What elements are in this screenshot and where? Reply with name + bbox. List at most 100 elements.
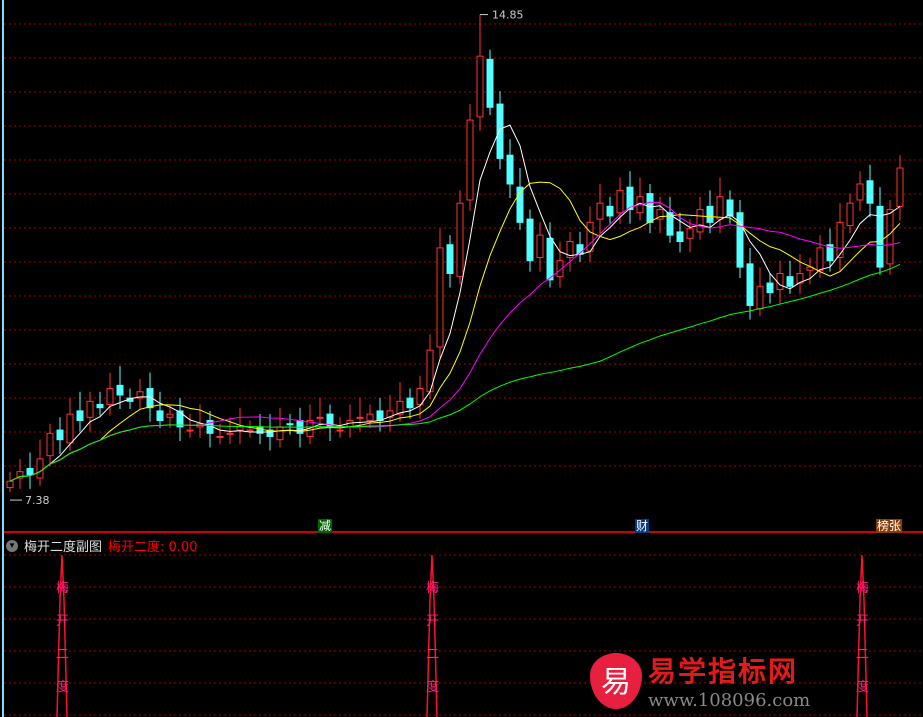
candle-body [216, 435, 224, 438]
candle-body [806, 266, 814, 271]
signal-text: 度 [856, 679, 869, 695]
candle-body [16, 471, 24, 479]
candle-body [116, 384, 124, 396]
sub-chart-header: ▾ 梅开二度副图 梅开二度: 0.00 [6, 536, 197, 555]
min-label: 7.38 [25, 494, 50, 507]
candle-body [66, 413, 74, 444]
ma5-line [9, 124, 901, 482]
candle-body [566, 241, 574, 258]
candle-body [136, 391, 144, 399]
candle-body [856, 183, 864, 201]
marker-bangzhang[interactable]: 榜张 [876, 519, 903, 533]
candle-body [526, 218, 534, 262]
candle-body [56, 429, 64, 441]
watermark-url: www.108096.com [648, 690, 811, 711]
candle-body [876, 205, 884, 268]
signal-text: 开 [56, 614, 69, 629]
candle-body [46, 432, 54, 457]
candle-body [556, 260, 564, 278]
candle-body [276, 426, 284, 441]
candle-body [706, 205, 714, 223]
max-label: 14.85 [492, 9, 524, 22]
candle-body [776, 272, 784, 290]
ma10-line [9, 181, 901, 482]
candle-body [86, 400, 94, 418]
candle-body [716, 196, 724, 220]
candle-body [26, 467, 34, 476]
candle-body [246, 429, 254, 432]
candle-body [686, 228, 694, 239]
signal-text: 开 [426, 614, 439, 629]
candle-body [476, 55, 484, 118]
candle-body [516, 186, 524, 223]
candle-body [466, 119, 474, 201]
signal-text: 度 [56, 679, 69, 695]
candle-body [356, 416, 364, 419]
candle-body [586, 221, 594, 252]
signal-text: 度 [426, 679, 439, 695]
collapse-icon[interactable]: ▾ [6, 539, 18, 552]
candle-body [416, 388, 424, 406]
candle-body [616, 189, 624, 214]
candle-body [836, 221, 844, 258]
candle-body [826, 244, 834, 262]
candle-body [286, 423, 294, 426]
candle-body [396, 400, 404, 415]
signal-text: 二 [856, 647, 869, 662]
candle-body [436, 247, 444, 348]
candle-body [176, 410, 184, 428]
candle-body [746, 263, 754, 306]
candle-body [646, 193, 654, 223]
candle-body [6, 480, 14, 489]
candle-body [656, 209, 664, 220]
candle-body [156, 410, 164, 422]
sub-chart-title[interactable]: 梅开二度副图 [24, 540, 103, 555]
signal-text: 开 [856, 614, 869, 629]
watermark: 易 易学指标网 www.108096.com [590, 650, 810, 711]
candle-body [796, 272, 804, 284]
indicator-value: 梅开二度: 0.00 [108, 540, 198, 555]
signal-text: 梅 [56, 581, 69, 596]
candle-body [486, 58, 494, 108]
signal-text: 二 [56, 647, 69, 662]
candle-body [736, 212, 744, 268]
candle-body [536, 234, 544, 259]
candle-body [756, 285, 764, 310]
candle-body [316, 416, 324, 419]
signal-text: 二 [426, 647, 439, 662]
candle-body [626, 186, 634, 211]
candle-body [456, 202, 464, 278]
candle-body [506, 154, 514, 185]
candle-body [896, 167, 904, 207]
candle-body [186, 429, 194, 432]
candle-body [606, 205, 614, 217]
marker-jian[interactable]: 减 [318, 519, 333, 533]
candle-body [236, 426, 244, 431]
candle-body [446, 244, 454, 274]
candle-body [76, 410, 84, 422]
candle-body [376, 410, 384, 422]
candle-body [696, 209, 704, 233]
signal-spike [56, 554, 68, 717]
marker-cai[interactable]: 财 [635, 519, 650, 533]
candle-body [816, 247, 824, 271]
signal-text: 梅 [856, 581, 869, 596]
candle-body [386, 410, 394, 418]
candle-body [766, 282, 774, 294]
signal-text: 梅 [426, 581, 439, 596]
candle-body [786, 276, 794, 287]
candle-body [676, 231, 684, 243]
candle-body [866, 180, 874, 204]
signal-spike [856, 554, 868, 717]
candle-body [106, 388, 114, 406]
candle-body [366, 413, 374, 422]
candle-body [226, 432, 234, 435]
signal-spike [426, 554, 438, 717]
watermark-logo: 易 [590, 652, 642, 709]
candle-body [596, 202, 604, 220]
candle-body [666, 212, 674, 236]
ma60-line [9, 264, 901, 482]
watermark-name: 易学指标网 [648, 655, 799, 688]
candle-body [146, 388, 154, 409]
